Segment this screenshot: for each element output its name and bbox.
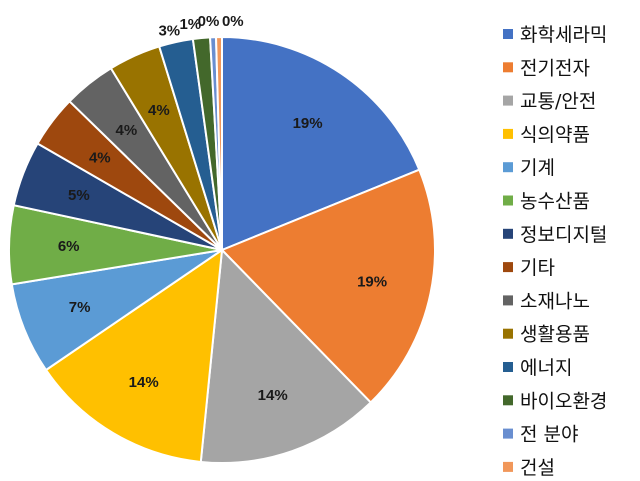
- pie-data-label: 14%: [129, 374, 159, 391]
- pie-data-labels: 19%19%14%14%7%6%5%4%4%4%3% 1%0% 0%: [58, 13, 387, 404]
- pie-data-label: 4%: [148, 102, 170, 119]
- legend-swatch: [503, 195, 513, 206]
- legend: 화학세라믹전기전자교통/안전식의약품기계농수산품정보디지털기타소재나노생활용품에…: [503, 24, 607, 479]
- legend-swatch: [503, 95, 513, 106]
- pie-data-label: 19%: [293, 115, 323, 132]
- pie-data-label: 4%: [89, 149, 111, 166]
- pie-slice: [221, 35, 421, 252]
- pie-data-label: 1%: [179, 16, 201, 33]
- legend-swatch: [503, 128, 513, 139]
- legend-swatch: [503, 362, 513, 372]
- legend-label: 정보디지털: [520, 224, 607, 246]
- pie-data-label: 6%: [58, 238, 80, 255]
- legend-label: 건설: [520, 457, 555, 479]
- legend-swatch: [503, 395, 513, 406]
- legend-item: 전 분야: [503, 424, 578, 446]
- legend-item: 건설: [503, 457, 555, 479]
- legend-item: 농수산품: [503, 191, 590, 213]
- pie-data-label: 19%: [357, 273, 387, 290]
- legend-swatch: [503, 228, 513, 239]
- legend-item: 바이오환경: [503, 390, 607, 412]
- legend-label: 식의약품: [520, 124, 590, 146]
- legend-label: 기타: [520, 257, 555, 279]
- pie-data-label: 7%: [69, 299, 91, 316]
- legend-swatch: [503, 328, 513, 339]
- legend-item: 소재나노: [503, 290, 590, 312]
- legend-swatch: [503, 262, 513, 273]
- pie-data-label: 0%: [198, 13, 220, 30]
- legend-item: 교통/안전: [503, 91, 596, 113]
- legend-swatch: [503, 461, 513, 472]
- legend-item: 식의약품: [503, 124, 590, 146]
- legend-swatch: [503, 162, 513, 173]
- legend-label: 소재나노: [520, 290, 590, 312]
- pie-slices: [8, 35, 436, 464]
- legend-item: 기계: [503, 157, 555, 179]
- legend-label: 전기전자: [520, 57, 590, 79]
- pie-data-label: 0%: [222, 13, 244, 30]
- pie-data-label: 4%: [116, 122, 138, 139]
- legend-swatch: [503, 29, 513, 39]
- legend-swatch: [503, 62, 513, 73]
- legend-swatch: [503, 295, 513, 306]
- legend-item: 기타: [503, 257, 555, 279]
- pie-slice: [215, 35, 223, 251]
- pie-slice: [44, 247, 224, 464]
- pie-slice: [220, 168, 436, 404]
- legend-label: 교통/안전: [520, 91, 596, 113]
- legend-label: 농수산품: [520, 191, 590, 213]
- pie-data-label: 5%: [68, 187, 90, 204]
- legend-label: 화학세라믹: [520, 24, 607, 46]
- legend-item: 생활용품: [503, 324, 590, 346]
- legend-item: 정보디지털: [503, 224, 607, 246]
- pie-slice: [199, 247, 373, 464]
- pie-data-label: 3%: [158, 22, 180, 39]
- legend-label: 생활용품: [520, 324, 590, 346]
- pie-data-label: 14%: [258, 387, 288, 404]
- legend-item: 전기전자: [503, 57, 590, 79]
- legend-item: 화학세라믹: [503, 24, 607, 46]
- legend-item: 에너지: [503, 357, 572, 379]
- legend-label: 기계: [520, 157, 555, 179]
- legend-label: 에너지: [520, 357, 572, 379]
- legend-label: 전 분야: [520, 424, 578, 446]
- legend-swatch: [503, 428, 513, 439]
- legend-label: 바이오환경: [520, 390, 607, 412]
